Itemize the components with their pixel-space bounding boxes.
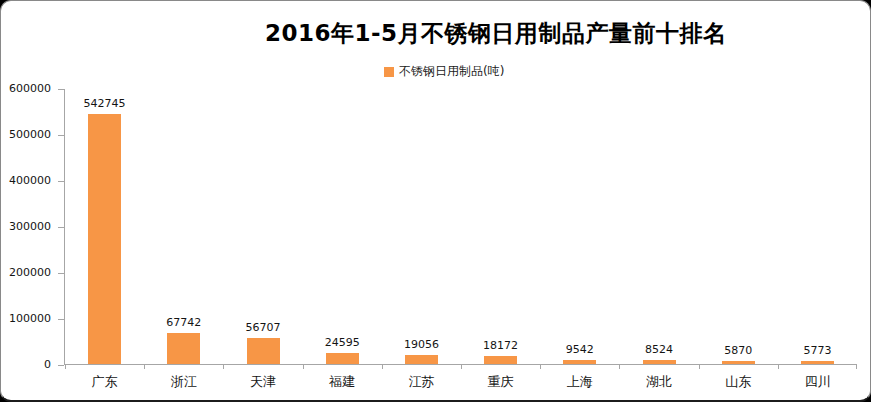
y-axis-tick-label: 200000 — [3, 267, 51, 279]
bar-value-label: 5773 — [772, 345, 862, 357]
bar — [801, 361, 834, 364]
bar — [326, 353, 359, 364]
chart-title: 2016年1-5月不锈钢日用制品产量前十排名 — [265, 18, 727, 49]
y-axis-tick-label: 400000 — [3, 175, 51, 187]
bar-value-label: 9542 — [535, 344, 625, 356]
x-category-label: 上海 — [540, 373, 620, 391]
x-category-label: 福建 — [302, 373, 382, 391]
bar — [167, 333, 200, 364]
x-category-label: 广东 — [65, 373, 145, 391]
legend: 不锈钢日用制品(吨) — [384, 63, 504, 80]
y-axis-tick-label: 500000 — [3, 129, 51, 141]
x-category-label: 重庆 — [461, 373, 541, 391]
y-axis-tick-label: 600000 — [3, 83, 51, 95]
bar — [405, 355, 438, 364]
y-axis-tick — [58, 227, 64, 228]
x-axis-tick — [778, 364, 779, 369]
chart-frame: 2016年1-5月不锈钢日用制品产量前十排名 不锈钢日用制品(吨) 010000… — [0, 0, 871, 402]
x-axis-tick — [461, 364, 462, 369]
y-axis-tick — [58, 135, 64, 136]
bar — [484, 356, 517, 364]
legend-swatch-icon — [384, 67, 394, 77]
y-axis-tick-label: 300000 — [3, 221, 51, 233]
x-category-label: 湖北 — [619, 373, 699, 391]
y-axis-tick-label: 0 — [3, 359, 51, 371]
x-category-label: 山东 — [698, 373, 778, 391]
y-axis-tick — [58, 181, 64, 182]
y-axis-tick — [58, 319, 64, 320]
bar-value-label: 542745 — [60, 98, 150, 110]
x-category-label: 江苏 — [381, 373, 461, 391]
bar-value-label: 56707 — [218, 322, 308, 334]
bar-value-label: 18172 — [456, 340, 546, 352]
x-axis-tick — [699, 364, 700, 369]
plot-area: 0100000200000300000400000500000600000542… — [64, 89, 856, 365]
x-axis-tick — [856, 364, 857, 369]
bar — [247, 338, 280, 364]
bar-value-label: 19056 — [376, 339, 466, 351]
y-axis-tick-label: 100000 — [3, 313, 51, 325]
bar — [643, 360, 676, 364]
x-axis-tick — [65, 364, 66, 369]
y-axis-tick — [58, 273, 64, 274]
bar — [563, 360, 596, 364]
bar — [88, 114, 121, 364]
x-axis-tick — [144, 364, 145, 369]
x-category-label: 浙江 — [144, 373, 224, 391]
bar-value-label: 8524 — [614, 344, 704, 356]
x-category-label: 天津 — [223, 373, 303, 391]
x-category-label: 四川 — [777, 373, 857, 391]
y-axis-tick — [58, 365, 64, 366]
legend-label: 不锈钢日用制品(吨) — [399, 63, 504, 80]
x-axis-tick — [619, 364, 620, 369]
bar — [722, 361, 755, 364]
x-axis-tick — [540, 364, 541, 369]
x-axis-tick — [303, 364, 304, 369]
x-axis-tick — [382, 364, 383, 369]
bar-value-label: 67742 — [139, 317, 229, 329]
y-axis-tick — [58, 89, 64, 90]
bar-value-label: 24595 — [297, 337, 387, 349]
x-axis-tick — [223, 364, 224, 369]
bar-value-label: 5870 — [693, 345, 783, 357]
